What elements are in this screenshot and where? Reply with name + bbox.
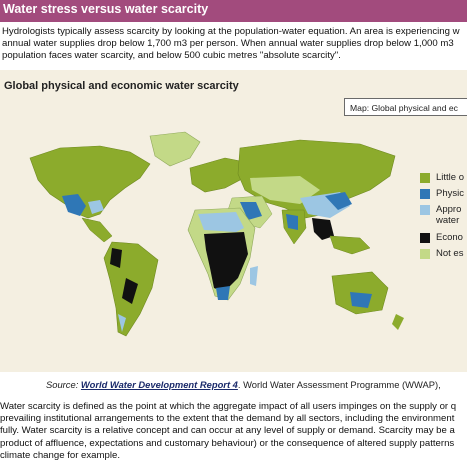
header-bar: Water stress versus water scarcity [0,0,467,22]
legend-item-economic: Econo [420,232,467,244]
legend-item-approaching: Appro [420,204,467,216]
body-line: Water scarcity is defined as the point a… [0,401,457,412]
intro-line: Hydrologists typically assess scarcity b… [2,26,460,37]
source-prefix: Source: [46,379,79,390]
figure-title: Global physical and economic water scarc… [4,80,239,92]
body-paragraph: Water scarcity is defined as the point a… [0,401,467,462]
legend-label: Not es [436,248,464,259]
legend-item-not-estimated: Not es [420,248,467,260]
body-line: fully. Water scarcity is a relative conc… [0,425,455,437]
source-rest: . World Water Assessment Programme (WWAP… [237,379,441,390]
legend-swatch [420,173,430,183]
page-title: Water stress versus water scarcity [3,2,209,16]
body-line: product of affluence, expectations and c… [0,437,455,449]
intro-paragraph: Hydrologists typically assess scarcity b… [2,26,467,63]
legend-label: Appro [436,204,462,215]
legend-item-little: Little o [420,172,467,184]
legend-label: Little o [436,172,464,183]
legend-label: Physic [436,188,464,199]
legend-swatch [420,205,430,215]
legend-label: Econo [436,232,463,243]
intro-line: population faces water scarcity, and bel… [2,50,341,62]
intro-line: annual water supplies drop below 1,700 m… [2,38,454,50]
source-link[interactable]: World Water Development Report 4 [80,379,238,390]
legend-swatch [420,249,430,259]
source-caption: Source: World Water Development Report 4… [46,379,441,390]
legend-item-physical: Physic [420,188,467,200]
legend-item-water-line: water [420,215,467,227]
map-caption-box: Map: Global physical and ec [344,98,467,116]
legend-label: water [436,215,460,226]
body-line: prevailing institutional arrangements to… [0,413,455,425]
body-line: climate change for example. [0,449,120,461]
world-map [29,131,404,337]
legend-swatch [420,189,430,199]
legend-swatch [420,233,430,243]
